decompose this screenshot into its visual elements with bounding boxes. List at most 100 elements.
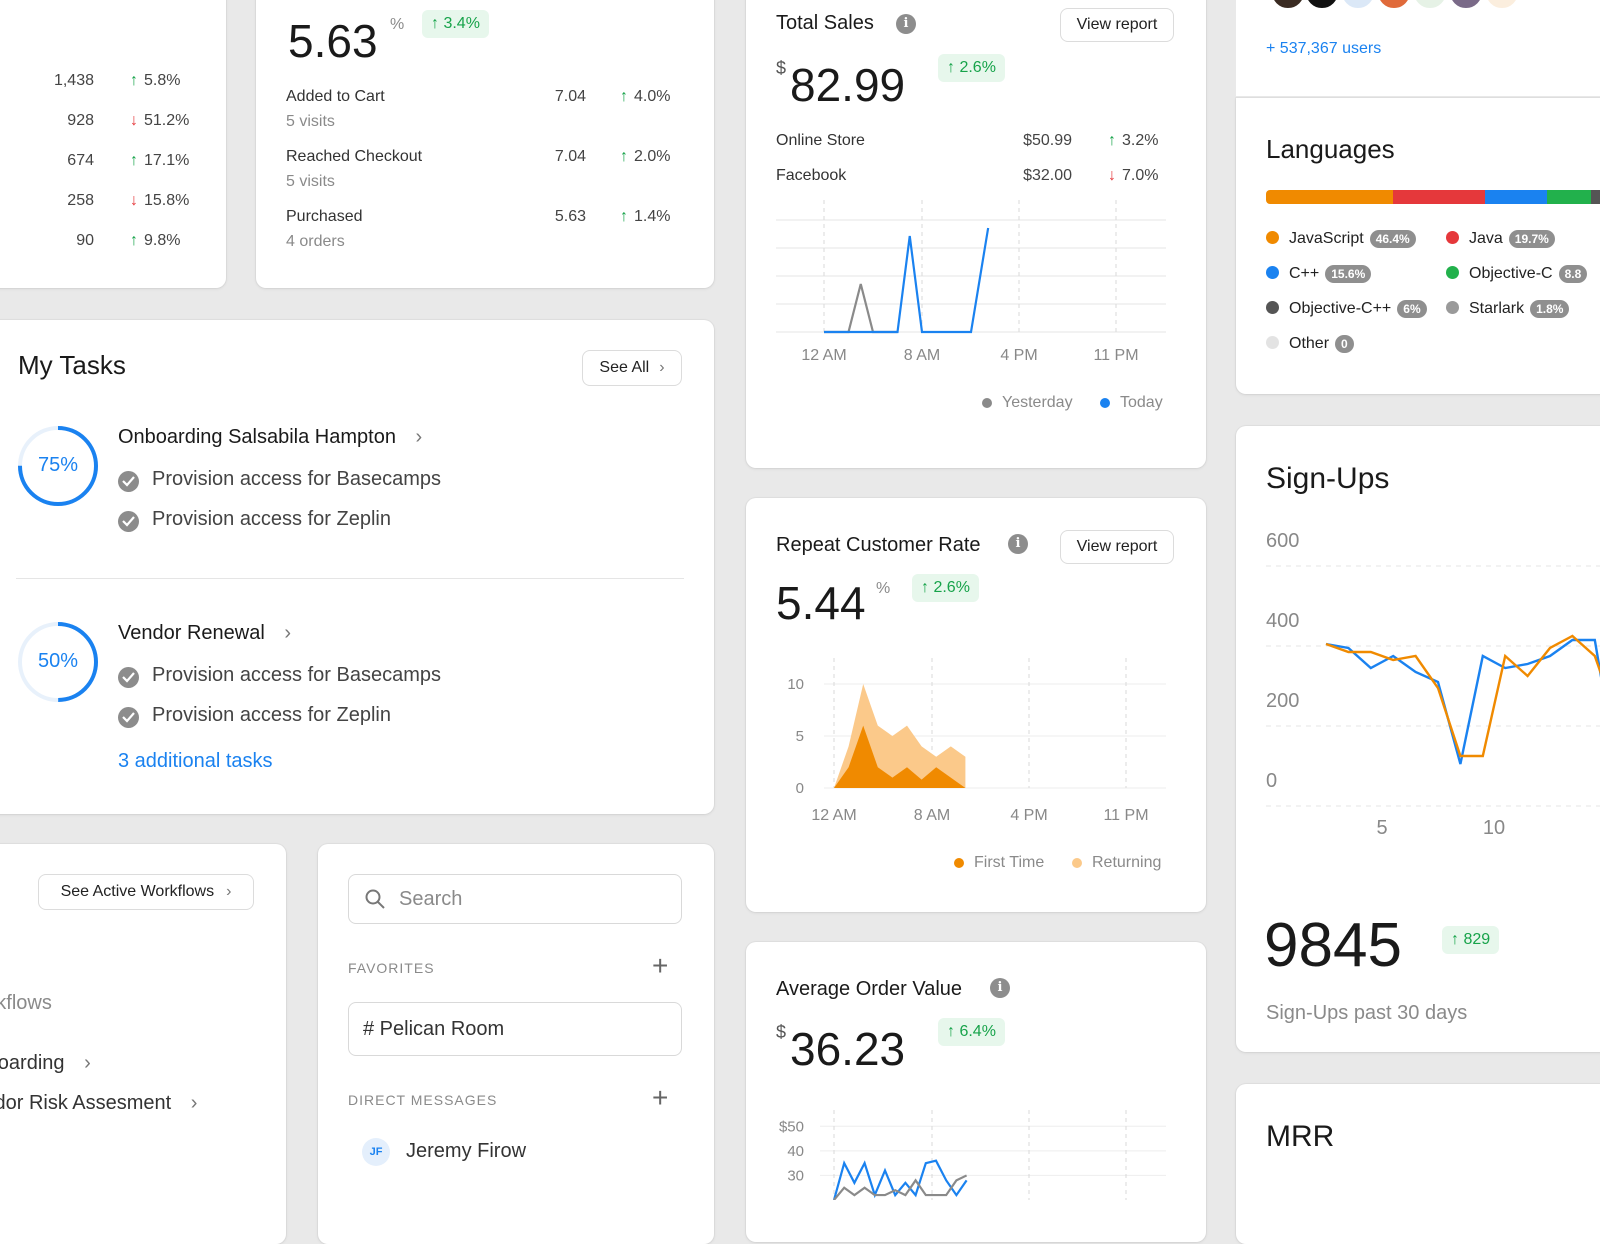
- y-tick-label: 30: [787, 1167, 804, 1184]
- task-group: 75% Onboarding Salsabila Hampton › Provi…: [16, 424, 696, 554]
- series-line-blue: [1325, 638, 1600, 765]
- languages-bar-segment-cpp: [1485, 190, 1547, 204]
- language-item: Java 19.7%: [1446, 230, 1555, 252]
- metric-value: 1,438: [53, 72, 94, 89]
- arrow-up-icon: ↑: [921, 579, 929, 596]
- languages-bar-segment-javascript: [1266, 190, 1393, 204]
- mrr-card: MRR: [1236, 1084, 1600, 1244]
- chevron-right-icon: ›: [190, 1092, 198, 1114]
- additional-tasks-link[interactable]: 3 additional tasks: [118, 750, 273, 772]
- language-color-dot: [1446, 301, 1459, 314]
- languages-bar-segment-objective-c: [1547, 190, 1591, 204]
- series-line-orange: [1325, 634, 1600, 758]
- legend-label-today: Today: [1120, 394, 1163, 411]
- languages-bar-segment-java: [1393, 190, 1485, 204]
- conversion-step-change: ↑ 1.4%: [620, 208, 670, 226]
- arrow-up-icon: ↑: [130, 152, 138, 169]
- task-item[interactable]: Provision access for Basecamps: [118, 468, 578, 496]
- legend-dot-first-time: [954, 858, 964, 868]
- metric-change: ↑ 17.1%: [130, 152, 189, 170]
- sales-channel-change-value: 3.2%: [1122, 132, 1159, 149]
- language-pct-pill: 15.6%: [1325, 265, 1372, 283]
- task-item[interactable]: Provision access for Zeplin: [118, 508, 578, 536]
- arrow-up-icon: ↑: [947, 59, 955, 76]
- progress-label: 50%: [37, 650, 79, 672]
- avatar-stack: [1270, 0, 1550, 10]
- legend-label-returning: Returning: [1092, 854, 1162, 871]
- currency-symbol: $: [776, 58, 787, 78]
- signups-card: Sign-Ups 600 400 200 0 5 10 9845 ↑ 829 Sign-U…: [1236, 426, 1600, 1052]
- favorites-label: FAVORITES: [348, 960, 435, 976]
- repeat-rate-title: Repeat Customer Rate: [776, 534, 981, 556]
- conversion-step-label: Purchased: [286, 208, 363, 225]
- y-tick-label: 400: [1266, 610, 1299, 632]
- legend-label-yesterday: Yesterday: [1002, 394, 1073, 411]
- language-name: Starlark: [1469, 300, 1525, 317]
- avg-order-change-badge: ↑ 6.4%: [938, 1018, 1005, 1046]
- see-active-workflows-button[interactable]: See Active Workflows ›: [38, 874, 254, 910]
- task-title-link[interactable]: Onboarding Salsabila Hampton ›: [118, 426, 423, 448]
- task-item[interactable]: Provision access for Basecamps: [118, 664, 578, 692]
- avatar: [1412, 0, 1448, 10]
- see-all-button[interactable]: See All ›: [582, 350, 682, 386]
- info-icon[interactable]: i: [990, 978, 1010, 998]
- language-pct-pill: 19.7%: [1508, 230, 1555, 248]
- sales-channel-change-value: 7.0%: [1122, 167, 1159, 184]
- search-icon: [365, 889, 385, 909]
- favorite-channel-pelican-room[interactable]: # Pelican Room: [348, 1002, 682, 1056]
- view-report-button[interactable]: View report: [1060, 530, 1174, 564]
- metric-value: 674: [67, 152, 94, 169]
- y-tick-label: 0: [796, 780, 804, 797]
- language-color-dot: [1266, 266, 1279, 279]
- language-item: Objective-C 8.8: [1446, 265, 1588, 287]
- legend-dot-today: [1100, 398, 1110, 408]
- metric-change-value: 9.8%: [144, 232, 181, 249]
- add-favorite-icon[interactable]: +: [652, 950, 669, 981]
- languages-title: Languages: [1266, 134, 1395, 164]
- metric-value: 90: [76, 232, 94, 249]
- avatar: [1304, 0, 1340, 10]
- conversion-step-change: ↑ 2.0%: [620, 148, 670, 166]
- info-icon[interactable]: i: [1008, 534, 1028, 554]
- series-line-yesterday: [824, 283, 898, 334]
- tasks-title: My Tasks: [18, 350, 126, 380]
- metric-change: ↑ 5.8%: [130, 72, 180, 90]
- conversion-step-value: 5.63: [554, 208, 586, 225]
- workflow-item-vendor-risk[interactable]: Vendor Risk Assesment ›: [0, 1092, 198, 1114]
- add-direct-message-icon[interactable]: +: [652, 1082, 669, 1113]
- task-item[interactable]: Provision access for Zeplin: [118, 704, 578, 732]
- x-tick-label: 4 PM: [1000, 347, 1037, 364]
- users-count-link[interactable]: + 537,367 users: [1266, 40, 1382, 57]
- y-tick-label: 200: [1266, 690, 1299, 712]
- language-color-dot: [1446, 266, 1459, 279]
- conversion-step-value: 7.04: [554, 148, 586, 165]
- task-title-link[interactable]: Vendor Renewal ›: [118, 622, 292, 644]
- info-icon[interactable]: i: [896, 14, 916, 34]
- signups-caption: Sign-Ups past 30 days: [1266, 1002, 1468, 1024]
- sales-channel-label: Facebook: [776, 167, 847, 184]
- language-pct-pill: 0: [1335, 335, 1354, 353]
- conversion-step-change: ↑ 4.0%: [620, 88, 670, 106]
- progress-ring: [18, 426, 98, 506]
- language-name: Other: [1289, 335, 1330, 352]
- language-name: Objective-C++: [1289, 300, 1392, 317]
- legend-dot-yesterday: [982, 398, 992, 408]
- progress-label: 75%: [37, 454, 79, 476]
- workflow-item-onboarding[interactable]: Onboarding ›: [0, 1052, 91, 1074]
- metric-value: 258: [67, 192, 94, 209]
- conversion-change-value: 4.0%: [634, 88, 671, 105]
- arrow-down-icon: ↓: [130, 192, 138, 209]
- chevron-right-icon: ›: [415, 426, 423, 448]
- view-report-button[interactable]: View report: [1060, 8, 1174, 42]
- series-line-s1: [832, 1159, 968, 1200]
- language-pct-pill: 6%: [1397, 300, 1427, 318]
- x-tick-label: 12 AM: [811, 807, 856, 824]
- series-area-first-time: [834, 725, 966, 788]
- metric-value: 928: [67, 112, 94, 129]
- conversion-step-label: Added to Cart: [286, 88, 385, 105]
- x-tick-label: 11 PM: [1093, 347, 1138, 364]
- search-field[interactable]: Search: [348, 874, 682, 924]
- dm-item-jeremy-firow[interactable]: JF Jeremy Firow: [362, 1136, 662, 1168]
- workflows-card: See Active Workflows › Workflows Onboard…: [0, 844, 286, 1244]
- sales-channel-value: $50.99: [1023, 132, 1072, 149]
